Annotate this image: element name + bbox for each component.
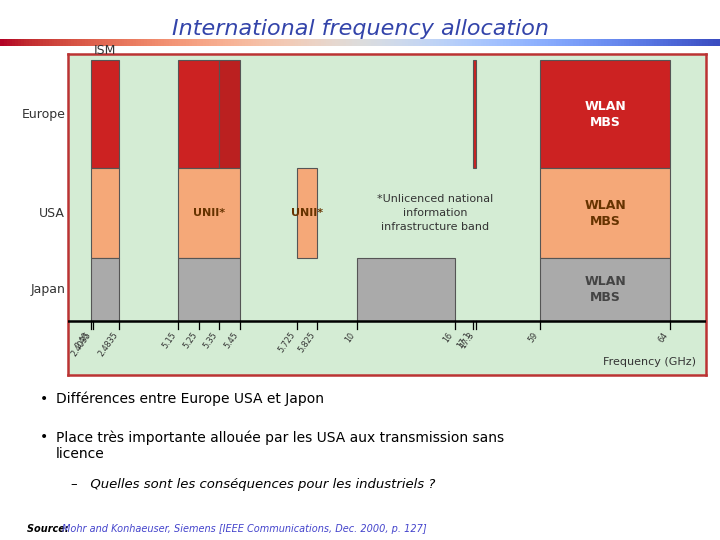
- Text: WLAN
MBS: WLAN MBS: [585, 275, 626, 304]
- Text: 2.4835: 2.4835: [96, 330, 120, 358]
- Text: 5.25: 5.25: [181, 330, 199, 350]
- Text: Place très importante allouée par les USA aux transmission sans
licence: Place très importante allouée par les US…: [56, 430, 504, 461]
- Text: 5.825: 5.825: [297, 330, 318, 354]
- Text: 2.4035: 2.4035: [69, 330, 93, 358]
- Text: •: •: [40, 392, 48, 406]
- Bar: [91, 168, 120, 258]
- Text: 5.725: 5.725: [276, 330, 297, 354]
- Text: Source:: Source:: [27, 523, 73, 534]
- Text: WLAN
MBS: WLAN MBS: [585, 199, 626, 227]
- Text: International frequency allocation: International frequency allocation: [171, 19, 549, 39]
- Text: 17.3: 17.3: [459, 330, 476, 350]
- Bar: [91, 60, 120, 168]
- Bar: [541, 168, 670, 258]
- Bar: [91, 258, 120, 321]
- Text: Japan: Japan: [30, 283, 66, 296]
- Text: *Unlicenced national
information
infrastructure band: *Unlicenced national information infrast…: [377, 194, 493, 232]
- Text: 5.45: 5.45: [222, 330, 240, 350]
- Text: Frequency (GHz): Frequency (GHz): [603, 357, 696, 367]
- Text: ISM: ISM: [94, 44, 116, 57]
- Text: 5.15: 5.15: [161, 330, 179, 350]
- Bar: [220, 60, 240, 168]
- Text: WLAN
MBS: WLAN MBS: [585, 100, 626, 129]
- Text: 5.35: 5.35: [202, 330, 220, 350]
- Bar: [179, 258, 240, 321]
- Bar: [179, 168, 240, 258]
- Text: Mohr and Konhaeuser, Siemens [IEEE Communications, Dec. 2000, p. 127]: Mohr and Konhaeuser, Siemens [IEEE Commu…: [62, 523, 426, 534]
- Text: UNII*: UNII*: [193, 208, 225, 218]
- Text: 17.1: 17.1: [455, 330, 473, 350]
- Bar: [541, 258, 670, 321]
- Text: 2.40: 2.40: [74, 330, 91, 350]
- Text: 64: 64: [657, 330, 670, 343]
- Text: Différences entre Europe USA et Japon: Différences entre Europe USA et Japon: [56, 392, 324, 406]
- Bar: [297, 168, 318, 258]
- Bar: [179, 60, 220, 168]
- Bar: [541, 60, 670, 168]
- Text: Europe: Europe: [22, 108, 66, 121]
- Text: –   Quelles sont les conséquences pour les industriels ?: – Quelles sont les conséquences pour les…: [71, 478, 435, 491]
- Text: 16: 16: [442, 330, 455, 343]
- Text: 59: 59: [527, 330, 541, 344]
- Text: 10: 10: [344, 330, 357, 343]
- Bar: [473, 60, 476, 168]
- Text: USA: USA: [40, 206, 66, 220]
- Bar: [357, 258, 455, 321]
- Text: •: •: [40, 430, 48, 444]
- Text: UNII*: UNII*: [291, 208, 323, 218]
